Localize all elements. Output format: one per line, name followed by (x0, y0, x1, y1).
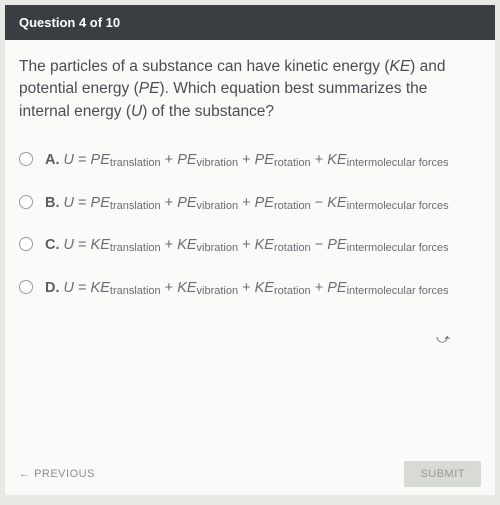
cursor-icon: ⤻ (436, 331, 450, 347)
option-c-text: C. U = KEtranslation + KEvibration + KEr… (45, 234, 449, 256)
question-text: The particles of a substance can have ki… (5, 40, 495, 131)
option-a-text: A. U = PEtranslation + PEvibration + PEr… (45, 149, 449, 171)
option-c[interactable]: C. U = KEtranslation + KEvibration + KEr… (19, 224, 481, 266)
option-b-text: B. U = PEtranslation + PEvibration + PEr… (45, 192, 449, 214)
radio-icon[interactable] (19, 195, 33, 209)
footer-bar: PREVIOUS SUBMIT (5, 453, 495, 495)
option-b[interactable]: B. U = PEtranslation + PEvibration + PEr… (19, 182, 481, 224)
option-a[interactable]: A. U = PEtranslation + PEvibration + PEr… (19, 139, 481, 181)
question-counter: Question 4 of 10 (19, 15, 120, 30)
option-d-text: D. U = KEtranslation + KEvibration + KEr… (45, 277, 449, 299)
option-d[interactable]: D. U = KEtranslation + KEvibration + KEr… (19, 267, 481, 309)
radio-icon[interactable] (19, 152, 33, 166)
quiz-card: Question 4 of 10 The particles of a subs… (5, 5, 495, 495)
radio-icon[interactable] (19, 237, 33, 251)
options-list: A. U = PEtranslation + PEvibration + PEr… (5, 131, 495, 317)
radio-icon[interactable] (19, 280, 33, 294)
submit-button[interactable]: SUBMIT (404, 461, 481, 487)
question-header: Question 4 of 10 (5, 5, 495, 40)
previous-button[interactable]: PREVIOUS (19, 468, 95, 480)
